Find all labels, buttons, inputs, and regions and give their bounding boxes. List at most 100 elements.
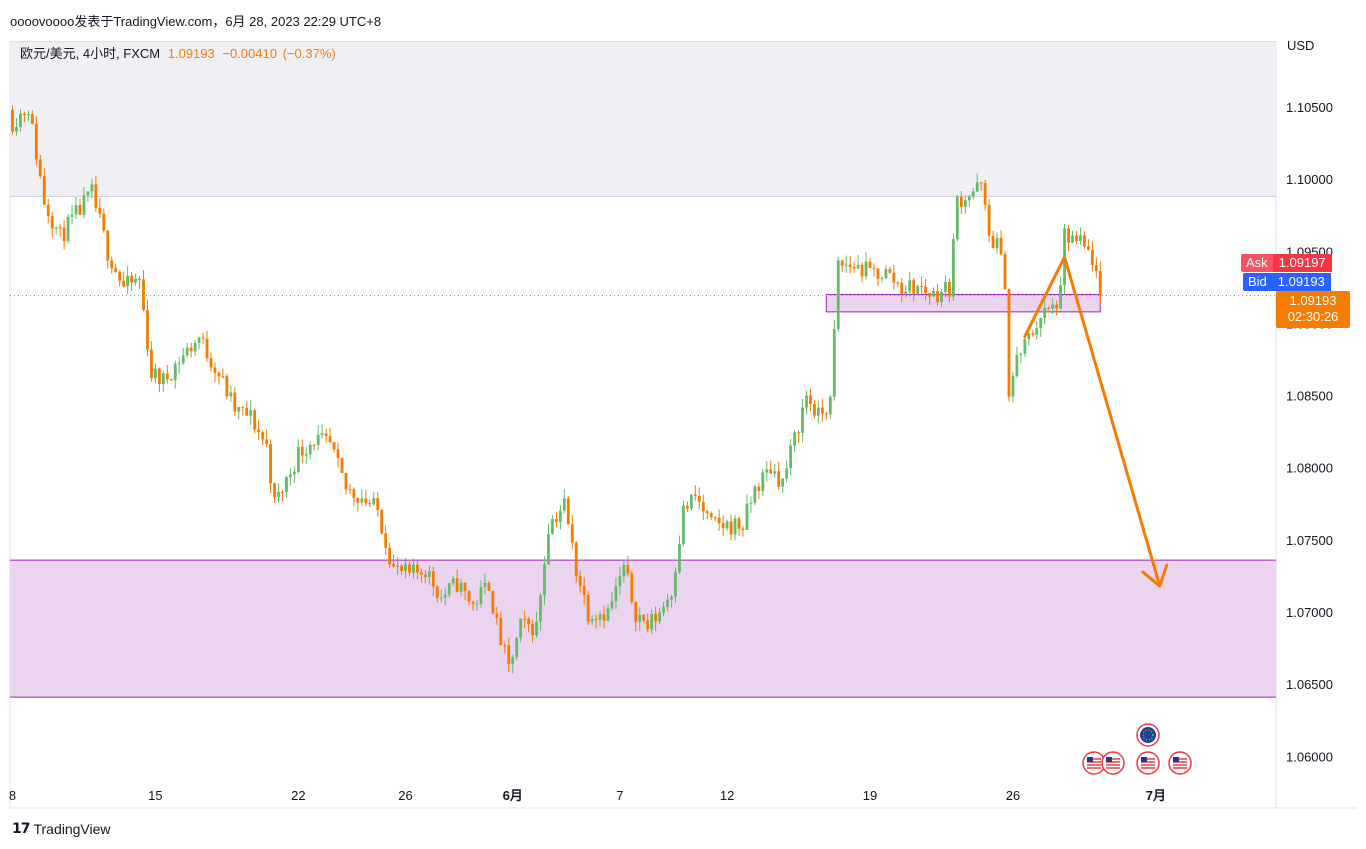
candle-body bbox=[606, 608, 610, 621]
candle-body bbox=[62, 227, 66, 242]
candle-body bbox=[213, 367, 217, 373]
candle-body bbox=[693, 494, 697, 497]
candle-body bbox=[26, 114, 30, 116]
candle bbox=[781, 478, 785, 493]
candle-body bbox=[46, 204, 50, 216]
candle-body bbox=[416, 564, 419, 573]
candle-body bbox=[483, 582, 487, 587]
legend-change-pct: (−0.37%) bbox=[282, 46, 336, 61]
candle-body bbox=[1083, 235, 1086, 247]
candle-body bbox=[344, 472, 348, 490]
candle bbox=[427, 565, 431, 585]
candle-body bbox=[201, 337, 205, 339]
us-event-icon[interactable] bbox=[1168, 751, 1192, 775]
candle-body bbox=[1007, 289, 1011, 397]
candle bbox=[598, 610, 602, 627]
candle-body bbox=[420, 572, 423, 575]
candle-body bbox=[451, 578, 455, 584]
candle bbox=[1047, 306, 1051, 311]
candle-body bbox=[602, 614, 606, 621]
candle-body bbox=[543, 564, 546, 596]
time-tick-label: 7月 bbox=[1146, 788, 1166, 803]
candle-body bbox=[963, 200, 967, 208]
candle bbox=[161, 370, 165, 392]
candle bbox=[1043, 300, 1047, 325]
candle bbox=[1055, 300, 1059, 316]
candle bbox=[142, 270, 145, 312]
candle-body bbox=[459, 582, 463, 592]
candle-body bbox=[745, 503, 749, 530]
candle bbox=[558, 504, 562, 530]
currency-label[interactable]: USD bbox=[1287, 38, 1315, 53]
candle bbox=[908, 271, 912, 297]
candle-body bbox=[820, 407, 824, 414]
candle-body bbox=[130, 275, 133, 283]
candle-body bbox=[729, 521, 733, 535]
candle-body bbox=[892, 272, 896, 283]
candle-body bbox=[479, 586, 483, 604]
candle bbox=[173, 360, 177, 389]
candle bbox=[241, 406, 245, 416]
candle bbox=[300, 439, 304, 464]
candle-body bbox=[435, 586, 439, 598]
candle-body bbox=[245, 407, 249, 416]
candle-body bbox=[261, 432, 265, 440]
us-event-icon[interactable] bbox=[1136, 751, 1160, 775]
candle-body bbox=[340, 457, 344, 473]
candle-body bbox=[491, 590, 495, 614]
candle-body bbox=[38, 159, 42, 177]
candle-body bbox=[705, 511, 709, 514]
us-canton bbox=[1087, 757, 1093, 762]
tradingview-logo[interactable]: 𝟭𝟳 TradingView bbox=[12, 820, 111, 837]
candle-body bbox=[666, 599, 669, 608]
candle bbox=[50, 212, 54, 238]
candle-body bbox=[872, 267, 876, 269]
us-canton bbox=[1141, 757, 1147, 762]
tradingview-icon: 𝟭𝟳 bbox=[12, 820, 31, 836]
price-tick-label: 1.07500 bbox=[1286, 533, 1333, 548]
candle-body bbox=[844, 264, 848, 266]
eu-stars bbox=[1142, 729, 1154, 741]
candle-body bbox=[884, 269, 888, 279]
candle bbox=[928, 292, 931, 305]
candle-body bbox=[634, 602, 638, 622]
candle-body bbox=[932, 290, 935, 297]
candle bbox=[273, 482, 276, 503]
candle-body bbox=[1043, 308, 1047, 319]
candle-body bbox=[467, 590, 471, 602]
candle bbox=[614, 577, 618, 610]
candle-body bbox=[701, 501, 705, 512]
candle bbox=[78, 198, 82, 215]
candle bbox=[654, 606, 658, 632]
candle-body bbox=[66, 216, 70, 242]
candle-body bbox=[265, 439, 268, 444]
candle-body bbox=[936, 290, 939, 303]
us-event-icon[interactable] bbox=[1101, 751, 1125, 775]
candle bbox=[213, 362, 217, 383]
candle bbox=[1071, 230, 1074, 244]
candle bbox=[463, 582, 467, 601]
us-event-icon[interactable] bbox=[1082, 751, 1106, 775]
candle-body bbox=[531, 624, 534, 636]
time-tick-label: 26 bbox=[1006, 788, 1020, 803]
candle-body bbox=[19, 113, 22, 127]
candle bbox=[959, 191, 963, 215]
candle bbox=[944, 275, 947, 298]
candle bbox=[34, 116, 38, 166]
candle bbox=[606, 604, 610, 622]
candle bbox=[725, 519, 729, 531]
candle bbox=[503, 642, 507, 654]
time-tick-label: 26 bbox=[398, 788, 412, 803]
candle bbox=[622, 561, 626, 583]
candle-body bbox=[1011, 376, 1015, 397]
candle bbox=[840, 259, 844, 272]
candle bbox=[797, 430, 800, 443]
candle bbox=[70, 204, 74, 225]
candle-body bbox=[98, 207, 102, 214]
candle bbox=[110, 256, 114, 274]
candle-body bbox=[42, 176, 46, 205]
candle-body bbox=[991, 235, 995, 249]
candle bbox=[824, 411, 828, 421]
eu-event-icon[interactable] bbox=[1136, 723, 1160, 747]
